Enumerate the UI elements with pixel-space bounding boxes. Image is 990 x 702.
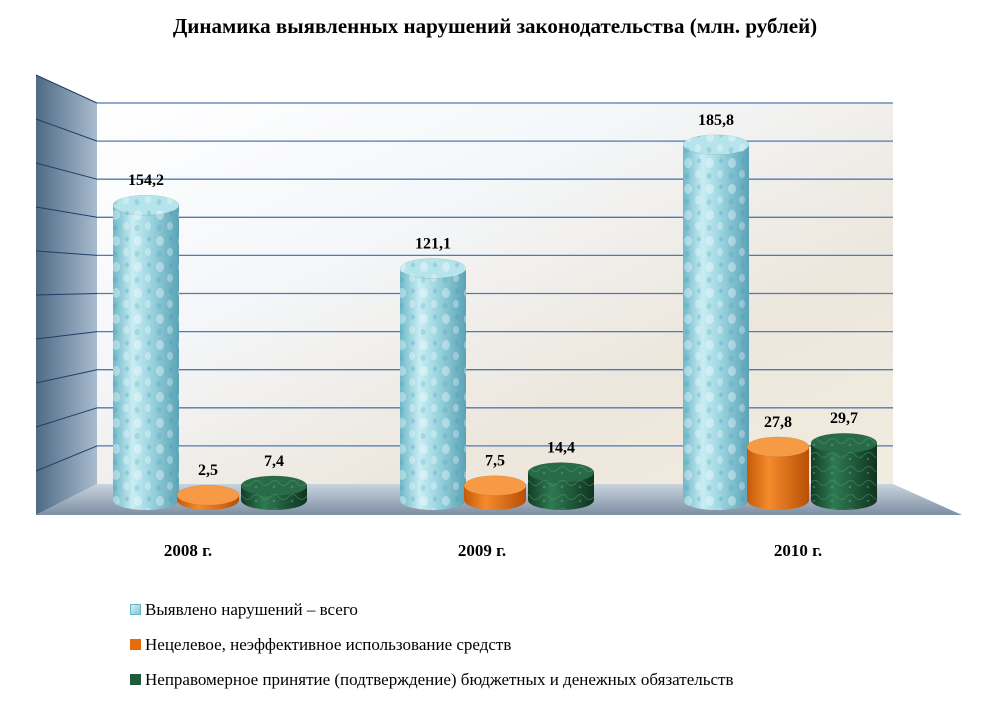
category-label: 2008 г. — [164, 541, 212, 560]
data-label: 154,2 — [128, 172, 164, 189]
bar-misuse — [746, 436, 810, 510]
legend-item-obligations: Неправомерное принятие (подтверждение) б… — [130, 662, 733, 697]
bar-misuse — [176, 484, 240, 510]
gridline-wall — [35, 331, 98, 340]
legend-label-obligations: Неправомерное принятие (подтверждение) б… — [145, 669, 734, 689]
legend-swatch-misuse — [130, 639, 141, 650]
legend-label-misuse: Нецелевое, неэффективное использование с… — [145, 634, 512, 654]
left-wall — [36, 75, 97, 515]
bar-misuse — [463, 475, 527, 510]
bar-total — [682, 134, 750, 510]
bar-total — [399, 258, 467, 510]
chart-title: Динамика выявленных нарушений законодате… — [172, 14, 818, 38]
gridline-wall — [35, 162, 98, 180]
data-label: 14,4 — [547, 439, 575, 456]
gridline-wall — [35, 293, 98, 296]
data-label: 7,5 — [485, 453, 505, 470]
bar-total — [112, 194, 180, 510]
bar-obligations — [240, 475, 308, 510]
gridline-wall — [35, 250, 98, 256]
gridline-wall — [35, 206, 98, 218]
legend: Выявлено нарушений – всего Нецелевое, не… — [130, 592, 733, 697]
data-label: 121,1 — [415, 235, 451, 252]
legend-label-total: Выявлено нарушений – всего — [145, 599, 358, 619]
gridline-wall — [35, 74, 98, 104]
data-label: 2,5 — [198, 462, 218, 479]
bar-obligations — [527, 462, 595, 510]
category-label: 2009 г. — [458, 541, 506, 560]
gridline-wall — [35, 445, 98, 472]
legend-swatch-obligations — [130, 674, 141, 685]
legend-swatch-total — [130, 604, 141, 615]
gridline-wall — [35, 369, 98, 384]
gridline-wall — [35, 407, 98, 428]
legend-item-misuse: Нецелевое, неэффективное использование с… — [130, 627, 733, 662]
legend-item-total: Выявлено нарушений – всего — [130, 592, 733, 627]
data-label: 185,8 — [698, 112, 734, 129]
data-label: 7,4 — [264, 453, 284, 470]
gridline-wall — [35, 118, 98, 142]
bar-obligations — [810, 432, 878, 510]
category-label: 2010 г. — [774, 541, 822, 560]
data-label: 27,8 — [764, 414, 792, 431]
data-label: 29,7 — [830, 410, 858, 427]
